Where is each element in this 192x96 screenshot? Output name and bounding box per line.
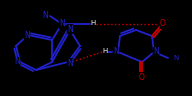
Text: O: O bbox=[160, 19, 166, 29]
Text: H: H bbox=[90, 20, 96, 26]
Text: N: N bbox=[42, 12, 48, 21]
Text: N: N bbox=[153, 48, 159, 57]
Text: N: N bbox=[67, 58, 73, 67]
Text: N: N bbox=[173, 55, 179, 61]
Text: N: N bbox=[24, 31, 30, 39]
Text: N: N bbox=[67, 24, 73, 34]
Text: N: N bbox=[113, 48, 119, 57]
Text: N: N bbox=[59, 19, 65, 29]
Text: H: H bbox=[102, 48, 108, 54]
Text: O: O bbox=[139, 72, 145, 82]
Text: N: N bbox=[14, 58, 20, 67]
